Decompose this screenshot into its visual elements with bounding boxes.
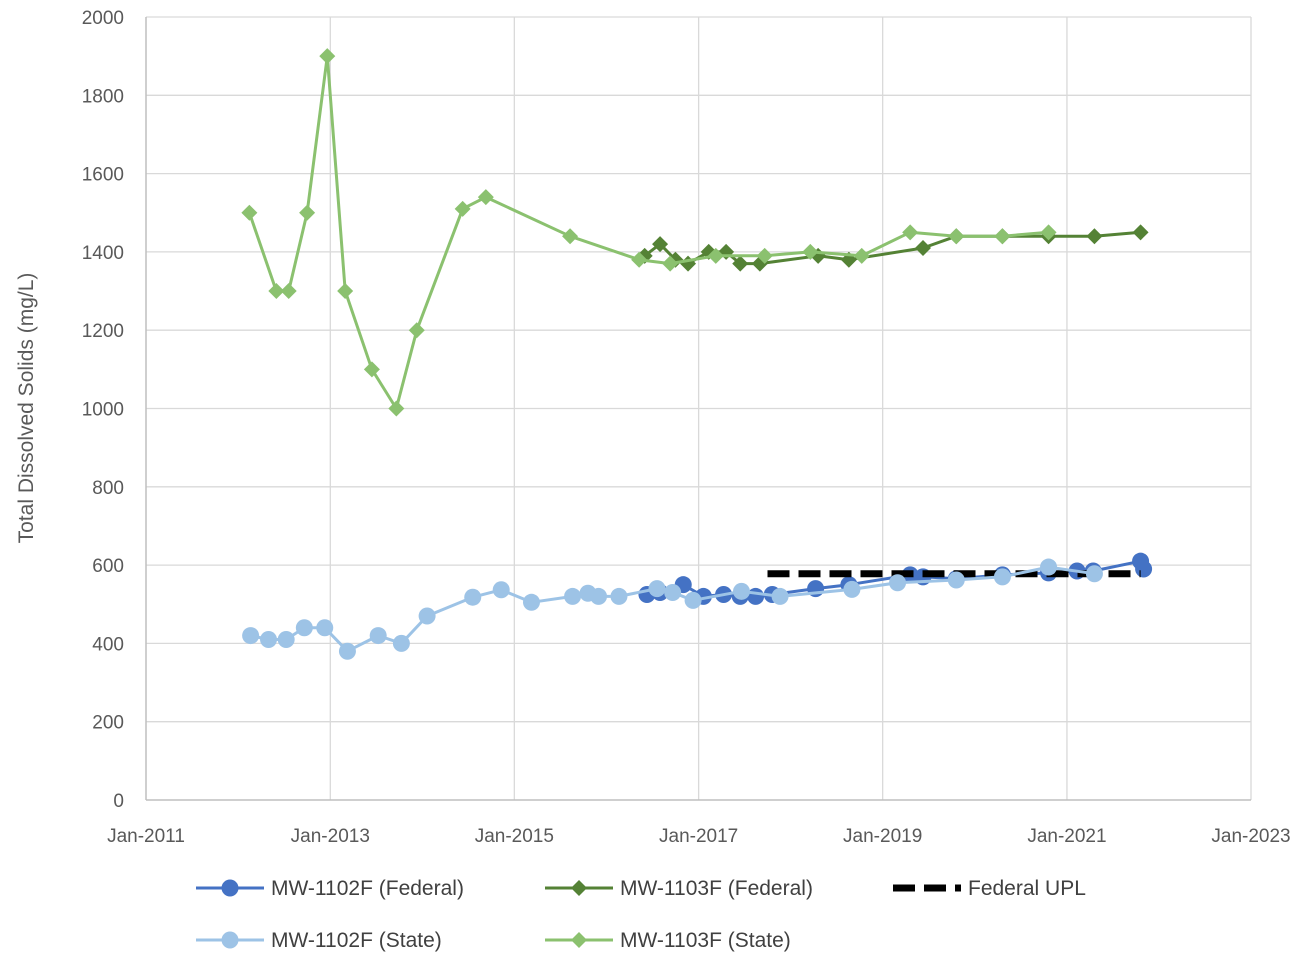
- data-point: [221, 879, 239, 897]
- data-point: [915, 239, 932, 256]
- data-point: [756, 247, 773, 264]
- data-point: [948, 228, 965, 245]
- legend-label: MW-1103F (Federal): [620, 877, 813, 900]
- data-point: [652, 236, 669, 253]
- data-point: [771, 587, 789, 605]
- y-tick-label: 600: [92, 556, 124, 577]
- data-point: [994, 228, 1011, 245]
- series-group: [241, 48, 1153, 660]
- data-point: [1085, 565, 1103, 583]
- data-point: [631, 251, 648, 268]
- axes: 0 200 400 600 800 1000 1200 1400 1600 1800 2000 Jan…: [82, 8, 1291, 847]
- x-tick-label: Jan-2013: [291, 826, 370, 847]
- data-point: [1135, 560, 1153, 578]
- data-point: [454, 200, 471, 217]
- data-point: [241, 204, 258, 221]
- y-tick-label: 800: [92, 478, 124, 499]
- legend-label: MW-1102F (Federal): [271, 877, 464, 900]
- legend-label: MW-1102F (State): [271, 929, 442, 952]
- gridlines: [146, 16, 1252, 800]
- data-point: [464, 588, 482, 606]
- legend-item-mw-1103f-state: MW-1103F (State): [545, 929, 791, 952]
- data-point: [853, 247, 870, 264]
- data-point: [221, 931, 239, 949]
- y-tick-label: 2000: [82, 8, 124, 29]
- data-point: [1132, 224, 1149, 241]
- y-tick-label: 1400: [82, 243, 124, 264]
- data-point: [648, 580, 666, 598]
- data-point: [947, 571, 965, 589]
- y-axis-title: Total Dissolved Solids (mg/L): [15, 273, 38, 544]
- data-point: [571, 880, 587, 896]
- data-point: [280, 283, 297, 300]
- data-point: [392, 634, 410, 652]
- y-tick-label: 1200: [82, 321, 124, 342]
- data-point: [260, 630, 278, 648]
- data-point: [418, 607, 436, 625]
- data-point: [319, 48, 336, 65]
- x-tick-label: Jan-2015: [475, 826, 554, 847]
- y-tick-label: 200: [92, 713, 124, 734]
- data-point: [299, 204, 316, 221]
- legend-item-mw-1102f-state: MW-1102F (State): [196, 929, 442, 952]
- series-line: [247, 54, 1049, 410]
- data-point: [388, 400, 405, 417]
- series-mw-1102f-state: [242, 558, 1103, 660]
- data-point: [993, 568, 1011, 586]
- y-tick-label: 1600: [82, 165, 124, 186]
- data-point: [684, 591, 702, 609]
- y-tick-label: 0: [113, 791, 124, 812]
- data-point: [1086, 228, 1103, 245]
- x-tick-label: Jan-2023: [1211, 826, 1290, 847]
- legend-item-federal-upl: Federal UPL: [893, 877, 1086, 900]
- data-point: [562, 228, 579, 245]
- data-point: [522, 593, 540, 611]
- legend-label: MW-1103F (State): [620, 929, 791, 952]
- data-point: [732, 582, 750, 600]
- data-point: [732, 255, 749, 272]
- data-point: [902, 224, 919, 241]
- data-point: [707, 247, 724, 264]
- legend: MW-1102F (Federal) MW-1103F (Federal) Fede…: [196, 877, 1086, 952]
- x-tick-label: Jan-2021: [1027, 826, 1106, 847]
- data-point: [492, 581, 510, 599]
- data-point: [369, 627, 387, 645]
- data-point: [664, 584, 682, 602]
- y-tick-label: 1000: [82, 400, 124, 421]
- data-point: [802, 243, 819, 260]
- data-point: [277, 630, 295, 648]
- data-point: [363, 361, 380, 378]
- data-point: [610, 587, 628, 605]
- x-tick-label: Jan-2019: [843, 826, 922, 847]
- data-point: [1040, 558, 1058, 576]
- y-tick-label: 400: [92, 634, 124, 655]
- data-point: [662, 255, 679, 272]
- legend-item-mw-1102f-federal: MW-1102F (Federal): [196, 877, 464, 900]
- data-point: [843, 580, 861, 598]
- series-mw-1103f-federal: [636, 224, 1149, 272]
- series-mw-1103f-state: [241, 48, 1057, 417]
- data-point: [242, 627, 260, 645]
- data-point: [295, 619, 313, 637]
- data-point: [564, 587, 582, 605]
- data-point: [268, 283, 285, 300]
- data-point: [680, 255, 697, 272]
- y-tick-label: 1800: [82, 86, 124, 107]
- data-point: [316, 619, 334, 637]
- x-tick-label: Jan-2011: [107, 826, 185, 847]
- data-point: [889, 574, 907, 592]
- data-point: [408, 322, 425, 339]
- data-point: [590, 587, 608, 605]
- data-point: [840, 251, 857, 268]
- x-tick-label: Jan-2017: [659, 826, 738, 847]
- data-point: [571, 932, 587, 948]
- data-point: [338, 642, 356, 660]
- data-point: [751, 255, 768, 272]
- data-point: [337, 283, 354, 300]
- legend-label: Federal UPL: [968, 877, 1086, 900]
- data-point: [1040, 224, 1057, 241]
- legend-item-mw-1103f-federal: MW-1103F (Federal): [545, 877, 813, 900]
- data-point: [477, 189, 494, 206]
